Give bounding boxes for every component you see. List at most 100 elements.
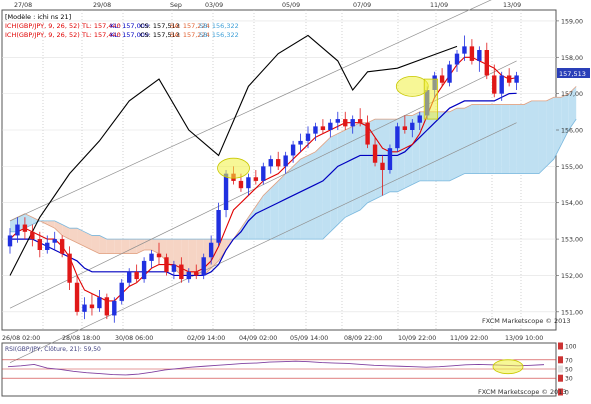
kumo-segment-65 — [494, 104, 502, 174]
kumo-segment-37 — [285, 166, 294, 240]
kumo-segment-73 — [553, 97, 562, 160]
kumo-segment-43 — [330, 133, 338, 232]
candle-body-65 — [492, 75, 497, 94]
kumo-segment-11 — [91, 235, 100, 254]
candle-body-61 — [462, 46, 467, 54]
rsi-tick-marker-3 — [558, 374, 563, 382]
y-tick-label-3: 156,00 — [561, 128, 583, 135]
candle-body-38 — [290, 144, 296, 156]
kumo-segment-74 — [561, 93, 569, 145]
top-date-label-6: 11/09 — [430, 2, 448, 9]
kumo-segment-39 — [300, 155, 308, 240]
y-tick-label-7: 152,00 — [561, 273, 583, 280]
kumo-segment-61 — [464, 104, 472, 174]
kumo-segment-35 — [270, 180, 279, 240]
candle-body-58 — [439, 75, 445, 83]
rsi-tick-label-1: 70 — [565, 357, 573, 364]
candle-body-44 — [335, 119, 340, 123]
y-tick-label-5: 154,00 — [561, 200, 583, 207]
kumo-segment-9 — [77, 228, 85, 247]
kumo-segment-46 — [352, 122, 361, 214]
senkou-a-line — [9, 86, 577, 276]
kumo-segment-10 — [84, 231, 92, 250]
legend-line-3-kl: KL: 157,009 — [110, 31, 149, 39]
candle-body-66 — [499, 75, 504, 94]
candle-body-16 — [127, 271, 132, 283]
candle-body-47 — [357, 119, 363, 123]
price-badge-bg — [557, 68, 590, 78]
candle-body-50 — [380, 162, 385, 170]
kumo-segment-33 — [255, 195, 264, 240]
watermark: FXCM Marketscope © 2013 — [482, 317, 571, 325]
candle-body-7 — [59, 239, 65, 254]
rsi-tick-label-0: 100 — [565, 344, 577, 351]
kumo-segment-40 — [308, 151, 316, 240]
top-date-label-0: 27/08 — [14, 2, 32, 9]
bottom-date-label-0: 26/08 02:00 — [2, 335, 40, 342]
candle-body-25 — [194, 271, 199, 276]
candle-body-41 — [313, 126, 318, 134]
chikou-line — [9, 34, 458, 276]
kumo-cloud — [9, 86, 577, 276]
kijun-line — [10, 92, 517, 277]
bottom-date-label-7: 10/09 22:00 — [398, 335, 436, 342]
kumo-segment-71 — [538, 100, 547, 174]
channel-lower-line — [9, 122, 517, 364]
candle-body-55 — [417, 115, 422, 123]
candle-body-49 — [372, 144, 378, 163]
candle-body-60 — [454, 53, 460, 65]
candle-body-0 — [7, 235, 13, 247]
legend-line-2-sb: SB: 156,322 — [199, 22, 239, 30]
candle-body-6 — [52, 239, 57, 243]
kumo-segment-62 — [471, 104, 480, 174]
legend-line-2-kl: KL: 157,009 — [110, 22, 149, 30]
candle-body-28 — [216, 210, 221, 243]
kumo-segment-72 — [546, 97, 554, 167]
kumo-segment-6 — [54, 220, 63, 236]
rsi-label: RSI(GBP/JPY, Clôture, 21): 59,50 — [5, 346, 101, 353]
candle-body-4 — [37, 239, 42, 250]
bottom-date-label-8: 11/09 22:00 — [450, 335, 488, 342]
y-tick-label-1: 158,00 — [561, 55, 583, 62]
rsi-tick-marker-4 — [558, 388, 563, 396]
candle-body-26 — [201, 257, 206, 276]
kumo-segment-5 — [47, 220, 55, 229]
kumo-segment-13 — [106, 239, 115, 254]
highlight-rect — [423, 78, 439, 120]
kumo-segment-75 — [568, 86, 577, 130]
rsi-watermark: FXCM Marketscope © 2013 — [478, 388, 567, 396]
rsi-tick-marker-1 — [558, 356, 563, 364]
candle-body-35 — [268, 159, 273, 167]
axes: 159,00 158,00 157,00 156,00 155,00 154,00 153,… — [2, 2, 583, 342]
rsi-plot-frame — [1, 342, 557, 397]
kumo-segment-8 — [69, 228, 78, 243]
candle-body-37 — [283, 155, 288, 167]
candle-body-13 — [104, 297, 110, 316]
candle-body-3 — [30, 231, 35, 240]
channel-upper-line — [9, 0, 492, 222]
legend-line-2-tl: TL: 157,440 — [81, 22, 121, 30]
candle-body-59 — [447, 64, 452, 83]
legend-line-2-cs: CS: 157,513 — [140, 22, 180, 30]
bottom-date-label-3: 02/09 14:00 — [187, 335, 225, 342]
candle-body-19 — [149, 253, 154, 261]
candle-body-48 — [365, 122, 370, 145]
kumo-segment-45 — [345, 126, 353, 218]
top-date-label-1: 29/08 — [93, 2, 111, 9]
candle-body-9 — [74, 282, 80, 312]
rsi-line — [7, 360, 545, 376]
kumo-segment-50 — [382, 119, 390, 196]
bottom-date-label-6: 08/09 22:00 — [344, 335, 382, 342]
candle-body-8 — [67, 253, 72, 283]
candle-body-14 — [112, 300, 117, 316]
candle-body-2 — [22, 224, 28, 232]
rsi-tick-marker-0 — [558, 342, 563, 350]
kumo-segment-16 — [129, 239, 137, 254]
kumo-segment-44 — [337, 130, 346, 225]
candle-body-53 — [402, 126, 408, 130]
kumo-segment-3 — [32, 217, 40, 225]
kumo-segment-14 — [114, 239, 122, 254]
candle-body-54 — [410, 122, 415, 130]
candle-body-18 — [141, 260, 147, 280]
candle-body-40 — [305, 133, 311, 141]
